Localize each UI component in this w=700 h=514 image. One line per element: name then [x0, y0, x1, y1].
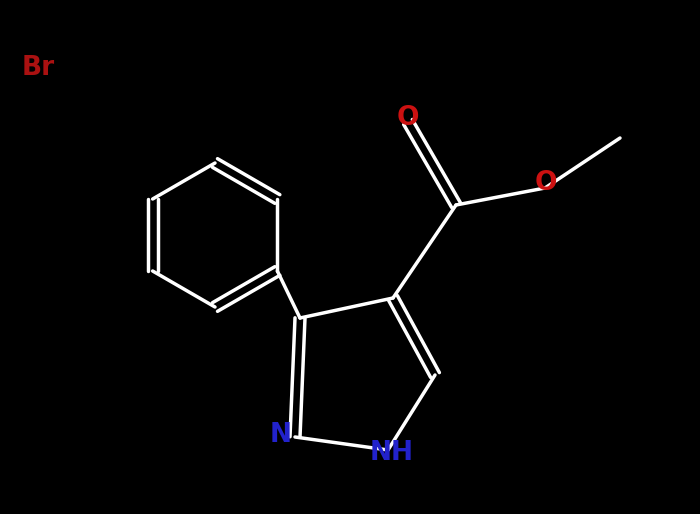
Text: N: N	[270, 422, 292, 448]
Text: O: O	[397, 105, 419, 131]
Text: O: O	[535, 170, 557, 196]
Text: NH: NH	[370, 440, 414, 466]
Text: Br: Br	[22, 55, 55, 81]
